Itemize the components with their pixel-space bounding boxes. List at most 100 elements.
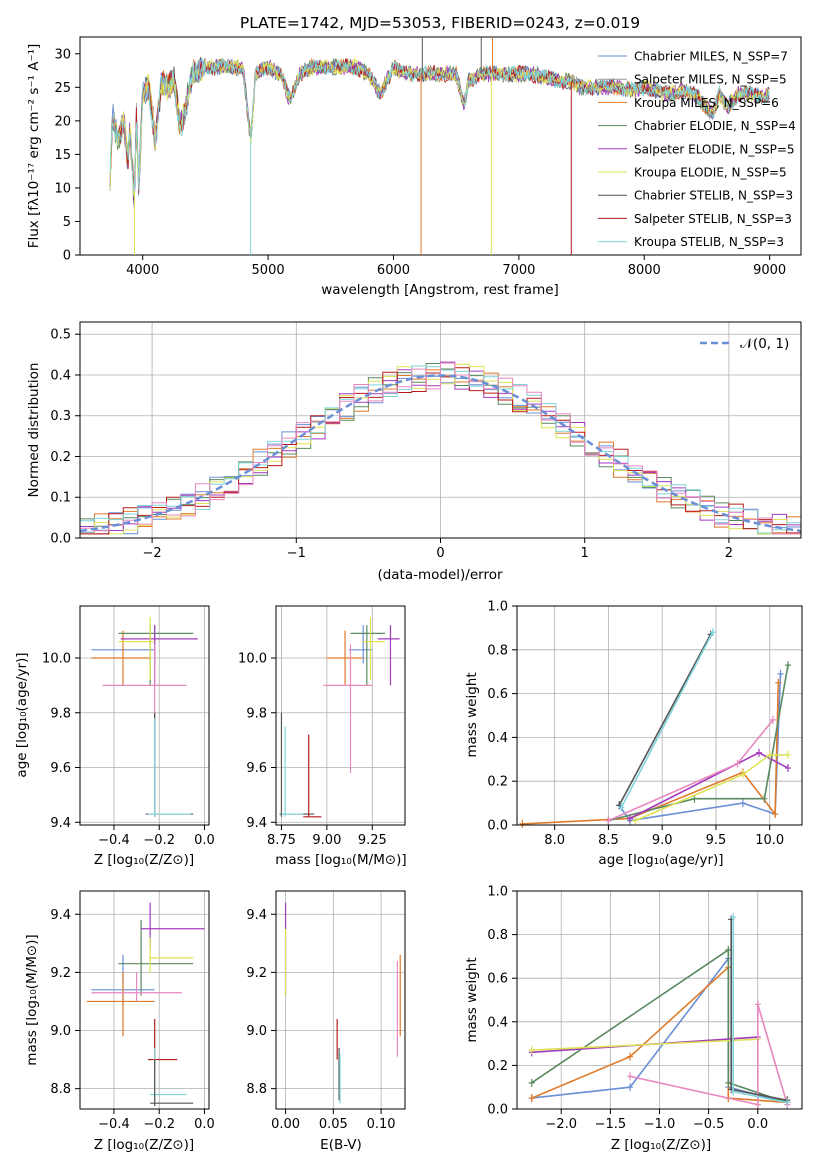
x-tick-label: 0.0: [747, 1117, 768, 1132]
residuals-ylabel: Normed distribution: [26, 363, 42, 498]
y-tick-label: 0.0: [487, 819, 508, 834]
weight-marker: [785, 750, 792, 759]
y-tick-label: 0.4: [487, 1015, 508, 1030]
y-tick-label: 0.8: [487, 643, 508, 658]
y-tick-label: 15: [54, 148, 71, 163]
y-tick-label: 9.0: [246, 1024, 267, 1039]
weight-marker: [519, 819, 526, 828]
weight-marker: [739, 799, 746, 808]
y-tick-label: 25: [54, 81, 71, 96]
x-tick-label: −0.4: [98, 833, 130, 848]
x-tick-label: 1: [581, 546, 589, 561]
y-tick-label: 9.2: [246, 966, 267, 981]
weight-marker: [766, 750, 773, 759]
y-tick-label: 20: [54, 114, 71, 129]
y-tick-label: 0.1: [50, 491, 71, 506]
x-tick-label: 4000: [126, 263, 159, 278]
panel-frame: [275, 605, 406, 826]
spectrum-frame: [79, 36, 802, 256]
x-tick-label: 7000: [502, 263, 535, 278]
x-tick-label: 9.25: [358, 833, 387, 848]
weightage-xlabel: age [log₁₀(age/yr)]: [598, 852, 723, 868]
x-tick-label: 0.0: [194, 1117, 215, 1132]
y-tick-label: 0.2: [487, 775, 508, 790]
weight-marker: [761, 794, 768, 803]
weight-marker: [627, 1083, 634, 1092]
legend-label: Chabrier STELIB, N_SSP=3: [634, 189, 793, 203]
weight-marker: [775, 678, 782, 687]
weight-marker: [785, 661, 792, 670]
y-tick-label: 0.5: [50, 328, 71, 343]
legend-gaussian-label: 𝒩(0, 1): [740, 336, 789, 352]
y-tick-label: 5: [63, 215, 71, 230]
x-tick-label: −0.2: [143, 833, 175, 848]
x-tick-label: 0.10: [367, 1117, 396, 1132]
panel-mass-age: 8.75 9.00 9.25 9.4 9.6 9.8 10.0: [238, 605, 406, 848]
zage-ylabel: age [log₁₀(age/yr)]: [14, 652, 30, 777]
panel-Z-mass: −0.4 −0.2 0.0 8.8 9.0 9.2 9.4: [50, 890, 215, 1132]
spectrum-title: PLATE=1742, MJD=53053, FIBERID=0243, z=0…: [240, 14, 640, 32]
weight-marker: [769, 715, 776, 724]
legend-label: Salpeter STELIB, N_SSP=3: [634, 212, 792, 226]
y-tick-label: 0.3: [50, 409, 71, 424]
weight-marker: [730, 1087, 737, 1096]
y-tick-label: 0.8: [487, 928, 508, 943]
y-tick-label: 0.0: [50, 532, 71, 547]
residuals-panel: −2 −1 0 1 2 0.0 0.1 0.2 0.3 0.4 0.5 𝒩(0, 1) (data-…: [26, 321, 802, 583]
panel-frame: [275, 890, 406, 1110]
weight-marker: [754, 1100, 761, 1109]
residuals-xlabel: (data-model)/error: [377, 567, 503, 583]
spectrum-ticks: 4000 5000 6000 7000 8000 9000 0 5 10 15 20 25 30: [54, 47, 786, 278]
y-tick-label: 8.8: [50, 1082, 71, 1097]
panel-weight-Z: −2.0 −1.5 −1.0 −0.5 0.0 0.0 0.2 0.4 0.6 0.8 1.0: [487, 885, 803, 1132]
weightz-ylabel: mass weight: [464, 957, 480, 1042]
legend-label: Chabrier ELODIE, N_SSP=4: [634, 119, 796, 133]
weight-marker: [528, 1046, 535, 1055]
y-tick-label: 8.8: [246, 1082, 267, 1097]
y-tick-label: 10.0: [42, 652, 71, 667]
panel-Z-age: −0.4 −0.2 0.0 9.4 9.6 9.8 10.0: [42, 605, 215, 848]
y-tick-label: 9.4: [246, 908, 267, 923]
weight-marker: [605, 816, 612, 825]
x-tick-label: −0.2: [143, 1117, 175, 1132]
weight-marker: [784, 1098, 791, 1107]
y-tick-label: 9.4: [50, 816, 71, 831]
y-tick-label: 0.2: [487, 1059, 508, 1074]
panel-frame: [516, 605, 803, 826]
x-tick-label: 8.75: [267, 833, 296, 848]
x-tick-label: 8000: [628, 263, 661, 278]
x-tick-label: −2: [143, 546, 162, 561]
weight-marker: [739, 770, 746, 779]
weight-marker: [618, 803, 625, 812]
y-tick-label: 9.0: [50, 1024, 71, 1039]
weight-marker: [528, 1078, 535, 1087]
x-tick-label: 0.0: [194, 833, 215, 848]
panel-weight-age: 8.0 8.5 9.0 9.5 10.0 0.0 0.2 0.4 0.6 0.8 1.0: [487, 600, 803, 848]
panel-EBV-mass: 0.00 0.05 0.10 8.8 9.0 9.2 9.4: [246, 890, 406, 1132]
y-tick-label: 0: [63, 249, 71, 264]
x-tick-label: 10.0: [755, 833, 784, 848]
gaussian-curve: [79, 374, 802, 533]
zmass-xlabel: Z [log₁₀(Z/Z⊙)]: [94, 1137, 194, 1153]
y-tick-label: 0.4: [50, 368, 71, 383]
small-panels: −0.4 −0.2 0.0 9.4 9.6 9.8 10.0 8.75 9.00 9.25 9.4 9…: [42, 600, 803, 1132]
weight-marker: [755, 748, 762, 757]
weight-line: [620, 631, 714, 808]
weightage-ylabel: mass weight: [464, 672, 480, 757]
weightz-xlabel: Z [log₁₀(Z/Z⊙)]: [611, 1137, 711, 1153]
legend-label: Chabrier MILES, N_SSP=7: [634, 50, 788, 64]
massage-xlabel: mass [log₁₀(M/M⊙)]: [275, 852, 406, 868]
y-tick-label: 30: [54, 47, 71, 62]
y-tick-label: 0.4: [487, 731, 508, 746]
x-tick-label: 9000: [753, 263, 786, 278]
y-tick-label: 0.6: [487, 687, 508, 702]
spectrum-line: [109, 57, 770, 192]
x-tick-label: 0.05: [319, 1117, 348, 1132]
weight-marker: [709, 628, 716, 637]
x-tick-label: −1.0: [644, 1117, 676, 1132]
weight-marker: [785, 764, 792, 773]
x-tick-label: 0.00: [271, 1117, 300, 1132]
weight-marker: [528, 1094, 535, 1103]
y-tick-label: 9.6: [246, 761, 267, 776]
legend-label: Salpeter MILES, N_SSP=5: [634, 73, 787, 87]
